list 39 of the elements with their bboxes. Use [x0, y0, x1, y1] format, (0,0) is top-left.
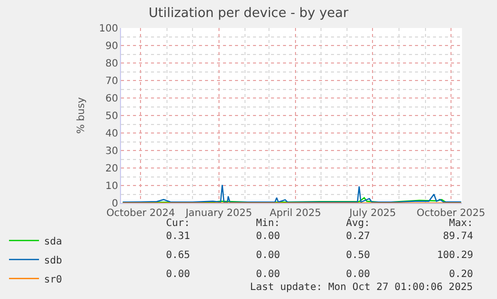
y-tick-label: 20 — [105, 164, 118, 174]
text: Max: — [449, 218, 474, 229]
y-tick-label: 40 — [105, 128, 118, 140]
text: 0.00 — [256, 231, 280, 242]
line-series — [122, 184, 462, 203]
y-tick-label: 80 — [105, 58, 118, 70]
legend-label: sr0 — [44, 274, 62, 286]
text: Avg: — [346, 218, 370, 229]
text: 0.00 — [256, 269, 280, 280]
legend-label: sdb — [44, 255, 62, 266]
y-tick-label: 30 — [105, 146, 118, 157]
x-tick-label: January 2025 — [184, 208, 252, 219]
y-axis-title: % busy — [76, 97, 87, 134]
text: 0.00 — [346, 269, 370, 280]
text: 0.65 — [166, 250, 190, 261]
x-tick-label: October 2024 — [106, 208, 175, 219]
text: Last update: Mon Oct 27 01:00:06 2025 — [250, 282, 473, 293]
legend-label: sda — [44, 236, 62, 248]
text: 0.00 — [256, 250, 280, 261]
y-tick-label: 70 — [105, 76, 118, 87]
text: 0.20 — [449, 269, 474, 280]
text: 0.50 — [346, 250, 370, 261]
text: 100.29 — [437, 250, 474, 261]
x-tick-label: April 2025 — [270, 208, 322, 219]
y-tick-label: 90 — [105, 41, 118, 52]
text: 0.27 — [346, 231, 370, 242]
text: 0.00 — [166, 269, 190, 280]
x-tick-label: October 2025 — [416, 208, 486, 219]
text: Cur: — [166, 218, 190, 229]
text: 0.31 — [166, 231, 190, 242]
y-tick-label: 10 — [105, 181, 118, 192]
y-tick-label: 100 — [99, 24, 118, 34]
x-tick-label: July 2025 — [348, 208, 396, 219]
y-tick-label: 60 — [105, 94, 118, 104]
y-tick-label: 50 — [105, 111, 118, 122]
y-tick-label: 0 — [112, 198, 118, 210]
text: Min: — [256, 218, 280, 229]
chart-title: Utilization per device - by year — [148, 6, 350, 22]
text: 89.74 — [443, 231, 474, 242]
